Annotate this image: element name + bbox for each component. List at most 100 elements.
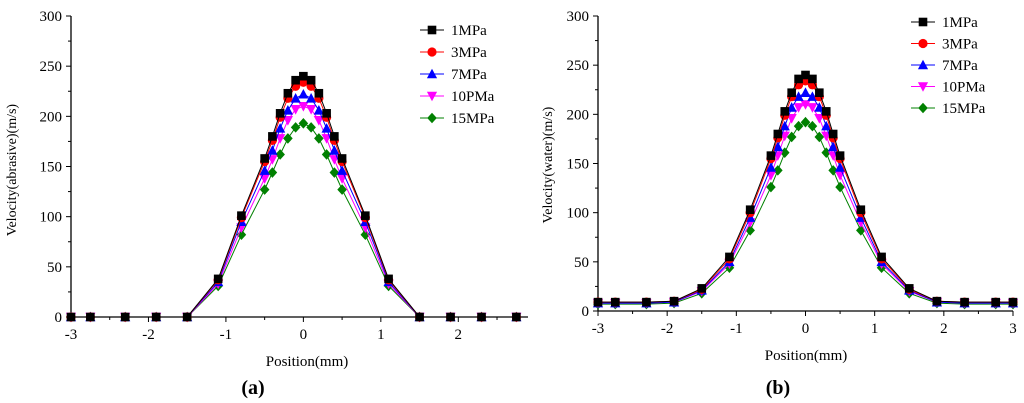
data-point-a bbox=[384, 274, 393, 284]
x-tick-label-b: -2 bbox=[661, 321, 674, 337]
data-point-b bbox=[835, 181, 845, 193]
data-point-b bbox=[808, 74, 817, 84]
data-point-a bbox=[298, 102, 309, 112]
data-point-b bbox=[786, 131, 797, 143]
data-point-a bbox=[321, 149, 332, 160]
data-point-b bbox=[807, 91, 818, 101]
data-point-b bbox=[828, 165, 838, 176]
data-point-b bbox=[725, 252, 734, 262]
series-line-b bbox=[598, 121, 1013, 305]
y-tick-label-b: 150 bbox=[567, 157, 590, 173]
data-point-b bbox=[593, 297, 603, 307]
data-point-a bbox=[298, 118, 309, 129]
series-line-a bbox=[71, 105, 517, 318]
data-point-a bbox=[120, 312, 130, 322]
data-point-b bbox=[793, 91, 804, 101]
legend-label-a: 1MPa bbox=[451, 23, 487, 39]
chart-panel-b: Velocity(water)(m/s) Position(mm) (b) 0 5… bbox=[541, 9, 1019, 399]
y-tick-label-b: 200 bbox=[567, 107, 590, 123]
data-point-a bbox=[268, 132, 277, 141]
data-point-b bbox=[856, 205, 866, 215]
y-tick-label-a: 200 bbox=[40, 109, 63, 125]
data-point-a bbox=[290, 92, 301, 103]
y-tick-label-b: 300 bbox=[567, 9, 590, 25]
data-point-a bbox=[275, 109, 285, 118]
data-point-b bbox=[793, 103, 804, 113]
data-point-a bbox=[313, 116, 324, 126]
data-point-a bbox=[282, 105, 293, 115]
data-point-b bbox=[821, 107, 831, 116]
legend-marker-b bbox=[918, 17, 928, 27]
legend-marker-b bbox=[917, 59, 929, 70]
data-point-b bbox=[697, 284, 707, 293]
data-point-b bbox=[669, 296, 679, 306]
legend-marker-a bbox=[426, 91, 438, 102]
legend-marker-b bbox=[917, 82, 929, 92]
data-point-a bbox=[86, 312, 95, 322]
y-tick-label-b: 100 bbox=[567, 206, 590, 222]
data-point-a bbox=[213, 274, 223, 284]
legend-label-a: 10PMa bbox=[451, 89, 495, 105]
x-tick-label-a: -2 bbox=[142, 327, 155, 343]
data-point-a bbox=[267, 167, 278, 178]
x-tick-label-a: -1 bbox=[220, 327, 233, 343]
data-point-b bbox=[821, 120, 832, 131]
data-point-a bbox=[275, 149, 285, 160]
legend-marker-a bbox=[427, 47, 437, 57]
series-line-b bbox=[598, 103, 1013, 304]
legend-label-a: 7MPa bbox=[451, 67, 487, 83]
data-point-b bbox=[773, 129, 783, 139]
data-point-a bbox=[260, 154, 269, 163]
data-point-b bbox=[991, 297, 1001, 307]
data-point-b bbox=[828, 141, 839, 152]
data-point-a bbox=[337, 165, 348, 175]
data-point-b bbox=[765, 162, 777, 172]
x-tick-label-b: 2 bbox=[940, 321, 948, 337]
data-point-b bbox=[766, 181, 776, 193]
data-point-a bbox=[291, 75, 300, 85]
legend-label-b: 10PMa bbox=[942, 80, 986, 96]
data-point-a bbox=[361, 211, 370, 220]
data-point-a bbox=[290, 122, 301, 133]
y-tick-label-a: 250 bbox=[40, 59, 63, 75]
data-point-a bbox=[282, 116, 293, 126]
data-point-a bbox=[415, 312, 424, 322]
data-point-a bbox=[306, 75, 316, 85]
data-point-b bbox=[800, 116, 811, 128]
data-point-a bbox=[337, 154, 347, 163]
legend-label-b: 7MPa bbox=[942, 58, 978, 74]
data-point-a bbox=[267, 145, 278, 155]
x-tick-label-b: 0 bbox=[802, 321, 810, 337]
data-point-a bbox=[283, 88, 293, 98]
y-axis-label-a: Velocity(abrasive)(m/s) bbox=[5, 104, 20, 237]
data-point-b bbox=[779, 120, 790, 131]
data-point-a bbox=[314, 88, 324, 98]
x-tick-label-b: 1 bbox=[871, 321, 879, 337]
x-axis-label-b: Position(mm) bbox=[765, 348, 848, 364]
panel-caption-a: (a) bbox=[241, 377, 264, 399]
data-point-a bbox=[313, 105, 324, 115]
data-point-b bbox=[610, 297, 620, 307]
y-tick-label-b: 250 bbox=[567, 58, 590, 74]
data-point-a bbox=[259, 184, 270, 195]
legend-marker-a bbox=[426, 68, 438, 79]
data-point-a bbox=[360, 229, 371, 241]
data-point-b bbox=[794, 74, 803, 84]
data-point-b bbox=[780, 107, 790, 116]
data-point-a bbox=[477, 312, 486, 322]
x-tick-label-a: -3 bbox=[65, 327, 78, 343]
data-point-a bbox=[321, 123, 332, 133]
y-axis-label-b: Velocity(water)(m/s) bbox=[541, 106, 556, 223]
data-point-b bbox=[772, 141, 783, 152]
x-tick-label-a: 0 bbox=[300, 327, 308, 343]
data-point-a bbox=[236, 229, 247, 241]
data-point-a bbox=[299, 71, 308, 81]
x-tick-label-b: -1 bbox=[730, 321, 743, 337]
panel-caption-b: (b) bbox=[766, 377, 790, 399]
legend-marker-b bbox=[918, 102, 928, 114]
data-point-a bbox=[306, 122, 316, 133]
data-point-a bbox=[237, 211, 246, 220]
y-tick-label-a: 150 bbox=[40, 160, 63, 176]
data-point-a bbox=[283, 133, 293, 144]
